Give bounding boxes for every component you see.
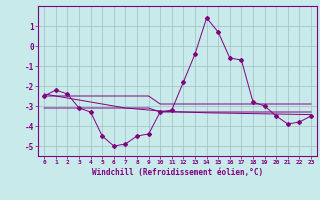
X-axis label: Windchill (Refroidissement éolien,°C): Windchill (Refroidissement éolien,°C): [92, 168, 263, 177]
